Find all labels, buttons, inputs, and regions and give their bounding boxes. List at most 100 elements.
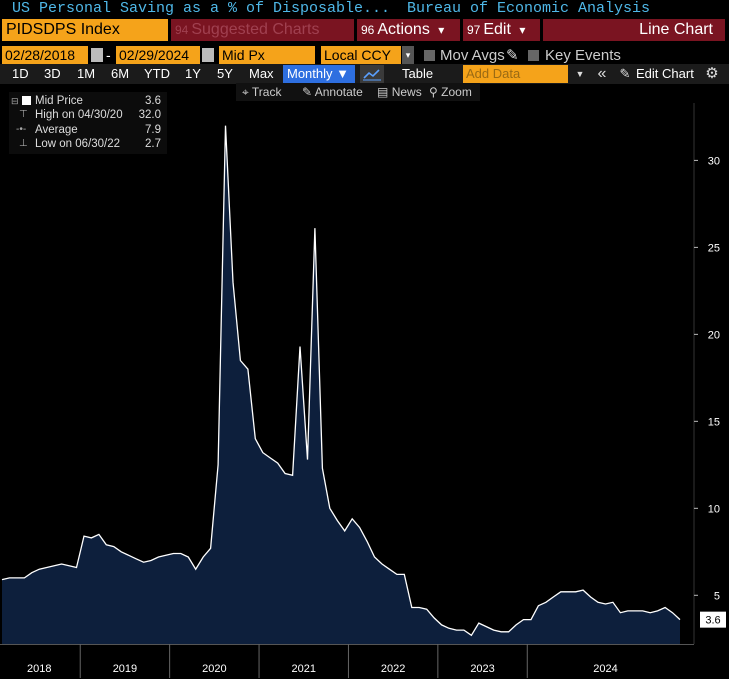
x-axis-band — [0, 644, 729, 679]
range-1y[interactable]: 1Y — [185, 66, 201, 81]
actions-num: 96 — [361, 23, 375, 37]
low-label: Low on 06/30/22 — [35, 138, 121, 150]
legend-average: -•- Average 7.9 — [9, 123, 167, 137]
x-tick-label: 2021 — [292, 663, 316, 675]
x-tick-label: 2023 — [470, 663, 494, 675]
news-icon: ▤ — [377, 85, 389, 99]
news-button[interactable]: ▤ News — [377, 83, 422, 101]
collapse-icon[interactable]: « — [597, 65, 607, 82]
add-data-input[interactable]: Add Data — [463, 65, 568, 83]
suggested-label: Suggested Charts — [191, 21, 320, 38]
currency-selector[interactable]: Local CCY — [321, 46, 401, 65]
line-chart-icon[interactable] — [360, 65, 384, 83]
actions-label: Actions — [377, 21, 430, 38]
range-6m[interactable]: 6M — [111, 66, 130, 81]
line-chart-icon-svg — [363, 69, 381, 81]
chart-area[interactable]: 5 10 15 20 25 30 2018 2019 2020 2021 2022 2023 2024… — [0, 103, 729, 679]
suggested-charts-button[interactable]: 94 Suggested Charts — [171, 19, 354, 41]
start-date-field[interactable]: 02/28/2018 — [2, 46, 88, 65]
legend-high: ⊤ High on 04/30/20 32.0 — [9, 108, 167, 122]
series-swatch — [22, 96, 31, 105]
mov-avgs-checkbox[interactable] — [424, 50, 435, 61]
news-label: News — [391, 85, 422, 99]
high-marker-icon: ⊤ — [19, 109, 28, 120]
range-5y[interactable]: 5Y — [217, 66, 233, 81]
key-events-checkbox[interactable] — [528, 50, 539, 61]
actions-menu[interactable]: 96 Actions ▾ — [357, 19, 460, 41]
track-button[interactable]: ⌖ Track — [242, 83, 281, 101]
edit-label: Edit — [483, 21, 511, 38]
average-label: Average — [35, 124, 78, 136]
y-tick-label: 5 — [714, 590, 720, 602]
field-selector[interactable]: Mid Px — [219, 46, 315, 65]
search-icon: ⚲ — [429, 85, 438, 99]
y-axis: 5 10 15 20 25 30 — [693, 103, 720, 644]
track-label: Track — [251, 85, 282, 99]
y-tick-label: 20 — [708, 329, 720, 341]
source-name: Bureau of Economic Analysis — [407, 0, 651, 17]
legend-mid-price[interactable]: ⊟ Mid Price 3.6 — [9, 94, 167, 108]
x-tick-label: 2020 — [202, 663, 226, 675]
key-events-label: Key Events — [545, 47, 621, 64]
high-value: 32.0 — [138, 109, 161, 121]
chart-type-label[interactable]: Line Chart — [543, 19, 725, 41]
low-marker-icon: ⊥ — [19, 138, 28, 149]
chevron-down-icon: ▾ — [438, 23, 445, 37]
range-3d[interactable]: 3D — [44, 66, 61, 81]
range-1m[interactable]: 1M — [77, 66, 96, 81]
table-button[interactable]: Table — [402, 66, 434, 81]
gear-icon[interactable]: ⚙ — [705, 65, 719, 82]
date-separator: - — [106, 47, 111, 63]
y-tick-label: 10 — [708, 503, 720, 515]
mov-avgs-label: Mov Avgs — [440, 47, 505, 64]
range-max[interactable]: Max — [249, 66, 274, 81]
legend-low: ⊥ Low on 06/30/22 2.7 — [9, 137, 167, 151]
pencil-icon: ✎ — [302, 85, 313, 99]
series-line — [1, 125, 681, 637]
zoom-label: Zoom — [441, 85, 472, 99]
chevron-down-icon: ▾ — [519, 23, 526, 37]
edit-chart-button[interactable]: Edit Chart — [636, 66, 694, 81]
annotate-button[interactable]: ✎ Annotate — [302, 83, 363, 101]
calendar-icon[interactable] — [202, 48, 214, 62]
range-bar: 1D 3D 1M 6M YTD 1Y 5Y Max Monthly ▼ Tabl… — [0, 64, 729, 84]
x-tick-label: 2018 — [27, 663, 51, 675]
security-name: US Personal Saving as a % of Disposable.… — [12, 0, 391, 17]
mid-price-value: 3.6 — [145, 95, 161, 107]
menu-bar: PIDSDPS Index 94 Suggested Charts 96 Actio… — [0, 19, 729, 41]
edit-num: 97 — [467, 23, 481, 37]
crosshair-icon: ⌖ — [242, 85, 249, 99]
x-tick-label: 2022 — [381, 663, 405, 675]
end-date-field[interactable]: 02/29/2024 — [116, 46, 200, 65]
pencil-icon: ✎ — [619, 66, 631, 81]
title-bar: US Personal Saving as a % of Disposable.… — [0, 0, 729, 17]
x-axis: 2018 2019 2020 2021 2022 2023 2024 — [0, 644, 729, 679]
zoom-button[interactable]: ⚲ Zoom — [429, 83, 472, 101]
y-tick-label: 30 — [708, 155, 720, 167]
suggested-num: 94 — [175, 23, 189, 37]
low-value: 2.7 — [145, 138, 161, 150]
mid-price-label: Mid Price — [35, 95, 83, 107]
collapse-box-icon[interactable]: ⊟ — [11, 96, 19, 106]
y-tick-label: 15 — [708, 416, 720, 428]
filter-icon[interactable]: ▼ — [575, 69, 585, 79]
chart-tools: ⌖ Track ✎ Annotate ▤ News ⚲ Zoom — [236, 83, 480, 101]
legend: ⊟ Mid Price 3.6 ⊤ High on 04/30/20 32.0 … — [9, 92, 167, 154]
last-value-marker: 3.6 — [700, 611, 726, 628]
parameters-bar: 02/28/2018 - 02/29/2024 Mid Px Local CCY… — [0, 46, 729, 65]
last-value-box — [700, 611, 726, 628]
frequency-selector[interactable]: Monthly ▼ — [283, 65, 355, 83]
pencil-icon[interactable]: ✎ — [506, 47, 519, 64]
range-ytd[interactable]: YTD — [144, 66, 170, 81]
ticker-field[interactable]: PIDSDPS Index — [2, 19, 168, 41]
average-marker-icon: -•- — [16, 124, 27, 135]
high-label: High on 04/30/20 — [35, 109, 123, 121]
x-tick-label: 2024 — [593, 663, 617, 675]
calendar-icon[interactable] — [91, 48, 103, 62]
y-tick-label: 25 — [708, 242, 720, 254]
annotate-label: Annotate — [314, 85, 363, 99]
chevron-down-icon[interactable]: ▾ — [402, 46, 414, 65]
series-area — [2, 125, 680, 645]
edit-menu[interactable]: 97 Edit ▾ — [463, 19, 540, 41]
range-1d[interactable]: 1D — [12, 66, 29, 81]
